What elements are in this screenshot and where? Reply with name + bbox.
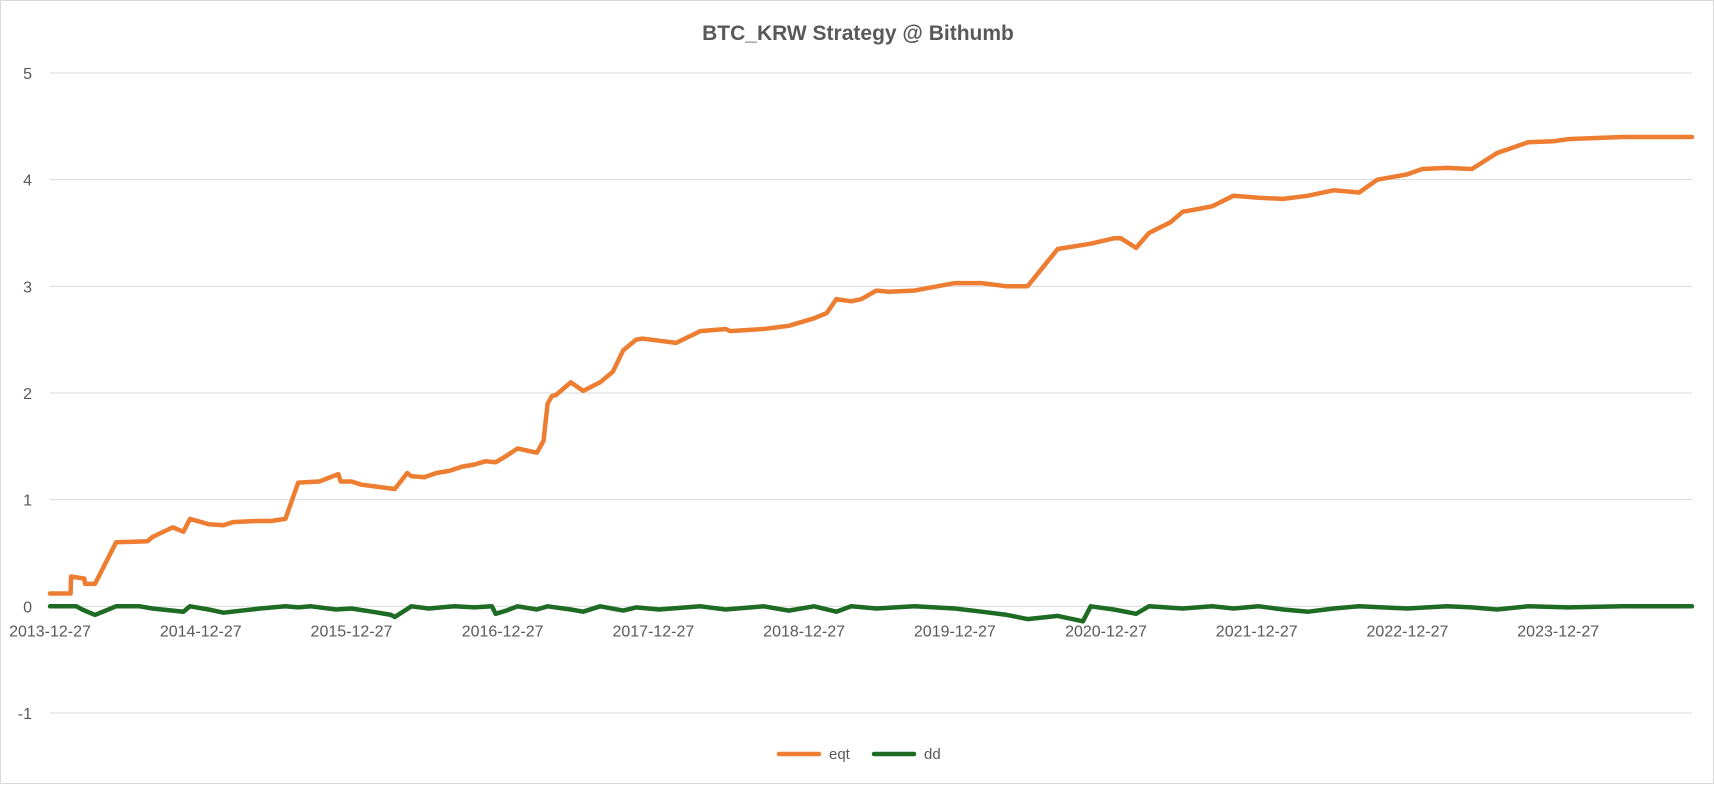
y-tick-label-3: 2 bbox=[23, 386, 32, 403]
x-tick-label-8: 2021-12-27 bbox=[1216, 623, 1298, 640]
x-tick-label-1: 2014-12-27 bbox=[160, 623, 242, 640]
legend: eqt dd bbox=[776, 746, 941, 763]
series-line-dd bbox=[47, 604, 1695, 624]
y-tick-label-4: 3 bbox=[23, 279, 32, 296]
x-tick-label-2: 2015-12-27 bbox=[311, 623, 393, 640]
x-tick-label-9: 2022-12-27 bbox=[1367, 623, 1449, 640]
legend-label-dd: dd bbox=[924, 746, 941, 763]
x-tick-label-3: 2016-12-27 bbox=[462, 623, 544, 640]
legend-label-eqt: eqt bbox=[829, 746, 851, 763]
series-line-eqt bbox=[47, 134, 1695, 596]
chart-title: BTC_KRW Strategy @ Bithumb bbox=[702, 22, 1014, 45]
y-tick-label-6: 5 bbox=[23, 66, 32, 83]
x-tick-label-6: 2019-12-27 bbox=[914, 623, 996, 640]
x-tick-label-4: 2017-12-27 bbox=[612, 623, 694, 640]
x-tick-label-0: 2013-12-27 bbox=[9, 623, 91, 640]
y-tick-label-1: 0 bbox=[23, 599, 32, 616]
x-tick-label-7: 2020-12-27 bbox=[1065, 623, 1147, 640]
y-tick-label-2: 1 bbox=[23, 493, 32, 510]
y-tick-label-0: -1 bbox=[18, 706, 32, 723]
x-axis-ticks: 2013-12-27 2014-12-27 2015-12-27 2016-12-27… bbox=[9, 623, 1599, 640]
y-tick-label-5: 4 bbox=[23, 173, 32, 190]
series-lines bbox=[47, 134, 1695, 624]
y-axis-ticks: -1 0 1 2 3 4 5 bbox=[18, 66, 32, 723]
x-tick-label-10: 2023-12-27 bbox=[1517, 623, 1599, 640]
x-tick-label-5: 2018-12-27 bbox=[763, 623, 845, 640]
